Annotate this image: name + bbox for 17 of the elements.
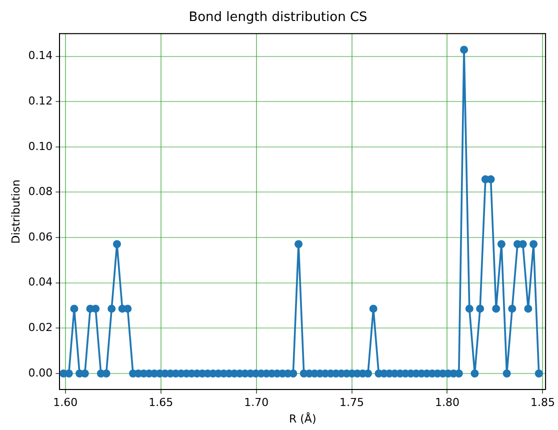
y-tick-label: 0.08 [28, 185, 53, 198]
y-tick-label: 0.06 [28, 230, 53, 244]
y-tick-label: 0.14 [28, 49, 53, 62]
x-tick-label: 1.60 [53, 396, 78, 410]
x-tick-label: 1.65 [148, 396, 174, 410]
y-tick-label: 0.12 [28, 94, 53, 108]
y-axis-title: Distribution [9, 179, 22, 244]
x-axis-title: R (Å) [289, 411, 316, 426]
x-tick-label: 1.85 [530, 396, 555, 410]
y-tick-label: 0.00 [28, 366, 53, 380]
y-tick-label: 0.10 [28, 140, 53, 153]
chart-title: Bond length distribution CS [188, 10, 368, 26]
y-tick-label: 0.02 [28, 321, 53, 334]
x-tick-label: 1.70 [244, 396, 269, 410]
x-tick-label: 1.75 [340, 396, 364, 410]
x-tick-label: 1.80 [434, 396, 460, 410]
y-tick-label: 0.04 [28, 276, 53, 289]
